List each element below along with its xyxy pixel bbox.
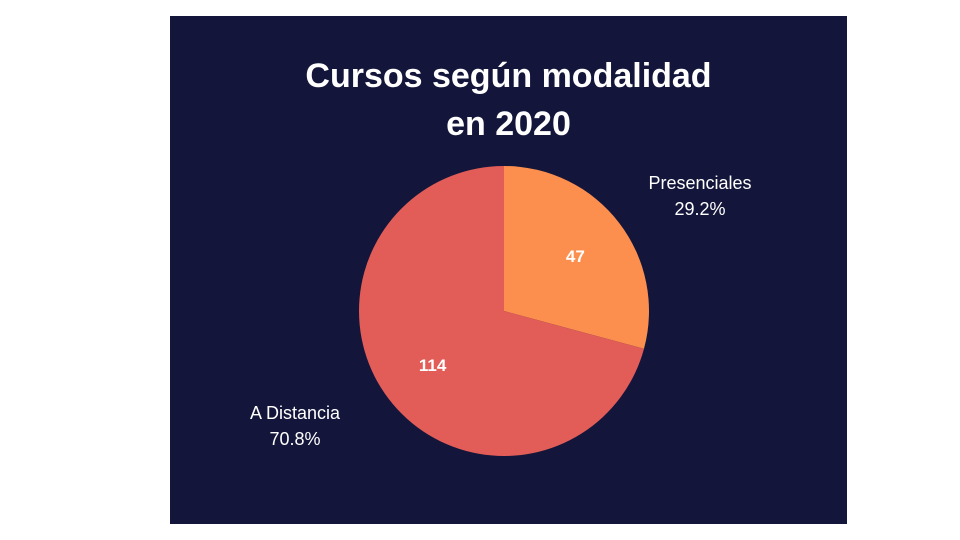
slice-percent-a-distancia: 70.8% bbox=[269, 429, 321, 449]
chart-title: Cursos según modalidad en 2020 bbox=[170, 52, 847, 148]
slice-name-a-distancia: A Distancia bbox=[249, 403, 341, 423]
pie-value-labels: 47 114 bbox=[419, 247, 585, 375]
slice-name-presenciales: Presenciales bbox=[648, 173, 752, 193]
pie-value-label-a-distancia: 114 bbox=[419, 356, 447, 375]
pie-value-label-presenciales: 47 bbox=[566, 247, 585, 266]
pie-slice-presenciales bbox=[504, 166, 649, 349]
slice-percent-presenciales: 29.2% bbox=[674, 199, 726, 219]
pie-chart: 47 114 bbox=[359, 166, 649, 456]
slice-label-a-distancia: A Distancia 70.8% bbox=[220, 400, 370, 452]
chart-title-line-1: Cursos según modalidad bbox=[305, 57, 712, 95]
slice-label-presenciales: Presenciales 29.2% bbox=[625, 170, 775, 222]
pie-slices bbox=[359, 166, 649, 456]
chart-panel: Cursos según modalidad en 2020 47 114 Pre… bbox=[170, 16, 847, 524]
chart-title-line-2: en 2020 bbox=[446, 105, 571, 143]
pie-slice-a-distancia bbox=[359, 166, 644, 456]
